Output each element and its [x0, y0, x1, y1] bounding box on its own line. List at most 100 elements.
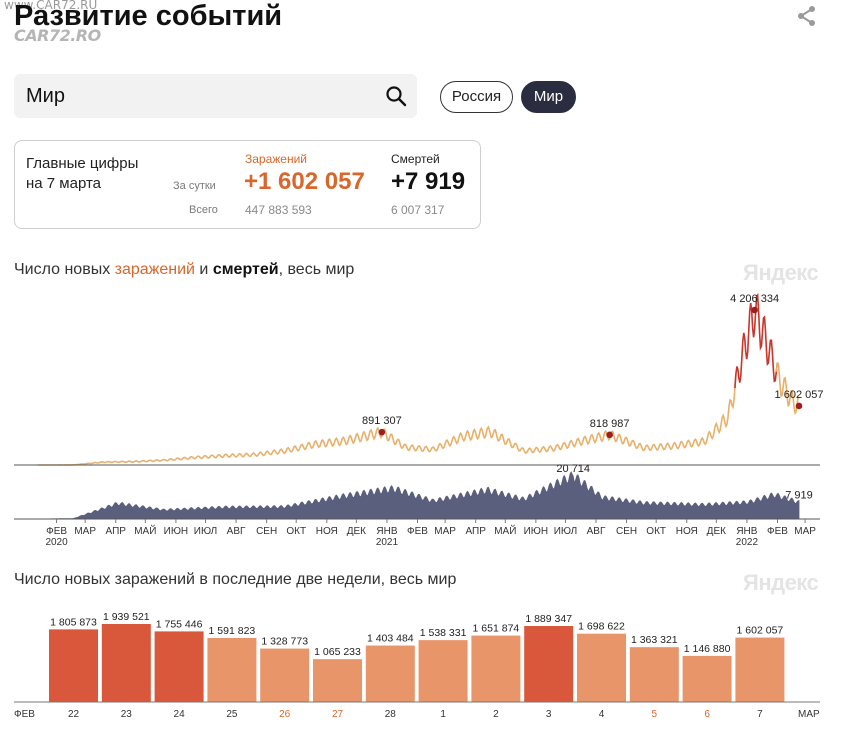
cases-line-series [37, 373, 737, 466]
bar [101, 624, 151, 702]
peak-marker [795, 402, 803, 410]
cases-label: Заражений [245, 152, 308, 166]
x-tick-label: 24 [174, 709, 186, 720]
deaths-total: 6 007 317 [391, 203, 445, 217]
x-tick-label: ИЮЛ [194, 526, 217, 537]
x-tick-label: ФЕВ [407, 526, 428, 537]
month-label: МАР [798, 709, 820, 720]
bar [49, 629, 98, 702]
x-tick-label: ДЕК [707, 526, 726, 537]
x-tick-label: 27 [332, 709, 344, 720]
x-tick-label: ОКТ [646, 526, 666, 537]
bar-value-label: 1 651 874 [473, 623, 520, 635]
x-tick-label: 25 [226, 709, 238, 720]
data-label: 4 206 334 [730, 293, 779, 305]
x-tick-label: 5 [652, 709, 658, 720]
bar [207, 637, 257, 702]
bar [154, 631, 204, 702]
x-tick-label: 22 [68, 709, 80, 720]
peak-marker [606, 431, 613, 439]
x-tick-label: МАР [794, 526, 816, 537]
bar-value-label: 1 755 446 [156, 618, 203, 630]
key-figures-title: Главные цифры [26, 155, 139, 172]
x-tick-label: 26 [279, 709, 291, 720]
bar [682, 655, 732, 702]
bar-value-label: 1 591 823 [209, 625, 256, 637]
bar [471, 635, 521, 702]
bar [524, 626, 574, 702]
chart1-title-cases: заражений [114, 261, 195, 278]
x-tick-label: 7 [757, 709, 763, 720]
bar-value-label: 1 363 321 [631, 634, 678, 646]
x-tick-label: АВГ [227, 526, 246, 537]
x-tick-label: ФЕВ [767, 526, 788, 537]
bar-value-label: 1 698 622 [578, 621, 625, 633]
bar-value-label: 1 805 873 [50, 616, 97, 628]
peak-marker [378, 428, 386, 436]
x-tick-label: ОКТ [286, 526, 306, 537]
total-label: Всего [189, 204, 218, 216]
x-tick-label: АПР [106, 526, 127, 537]
bar [418, 640, 468, 702]
chart1-title-deaths: смертей [212, 261, 279, 278]
data-label: 20 714 [556, 463, 590, 475]
x-tick-label: НОЯ [316, 526, 338, 537]
page-title: Развитие событий [14, 0, 283, 32]
x-tick-label: ИЮН [524, 526, 549, 537]
bar-value-label: 1 889 347 [525, 613, 572, 625]
deaths-per-day: +7 919 [391, 168, 466, 195]
x-tick-label: МАЙ [494, 524, 516, 537]
bar-value-label: 1 939 521 [103, 611, 150, 623]
key-figures-card: Главные цифры на 7 марта За сутки Всего … [14, 140, 481, 229]
deaths-label: Смертей [391, 152, 440, 166]
watermark-url: www.CAR72.RU [4, 0, 98, 12]
chart1-title: Число новых заражений и смертей, весь ми… [14, 261, 354, 279]
key-figures-date: на 7 марта [26, 175, 102, 192]
chart1-title-part: Число новых [14, 261, 115, 278]
x-year-label: 2020 [45, 537, 68, 548]
data-label: 891 307 [362, 415, 402, 427]
bar-value-label: 1 146 880 [684, 643, 731, 655]
x-tick-label: 23 [121, 709, 133, 720]
x-tick-label: МАР [74, 526, 96, 537]
cases-line-series [775, 361, 800, 416]
data-label: 1 602 057 [775, 389, 824, 401]
chart2-brand: Яндекс [743, 570, 819, 595]
data-label: 7 919 [785, 490, 813, 502]
bar [313, 659, 362, 702]
data-label: 818 987 [590, 418, 630, 430]
x-tick-label: ЯНВ [376, 526, 397, 537]
x-tick-label: 1 [440, 709, 446, 720]
bar [365, 645, 415, 702]
toggle-world-button[interactable]: Мир [521, 81, 576, 113]
x-tick-label: ДЕК [347, 526, 366, 537]
x-year-label: 2021 [376, 537, 399, 548]
search-icon[interactable] [385, 85, 407, 107]
search-field[interactable]: Мир [14, 74, 417, 118]
chart2-title: Число новых заражений в последние две не… [14, 571, 457, 588]
bar-value-label: 1 602 057 [737, 625, 784, 637]
month-label: ФЕВ [14, 709, 35, 720]
x-tick-label: СЕН [256, 526, 277, 537]
watermark-logo: CAR72.RO [14, 26, 101, 45]
search-input[interactable]: Мир [26, 85, 65, 107]
x-year-label: 2022 [736, 537, 759, 548]
chart1-title-part: , весь мир [278, 261, 355, 278]
x-tick-label: МАЙ [134, 524, 156, 537]
x-tick-label: ИЮН [164, 526, 189, 537]
x-tick-label: 4 [599, 709, 605, 720]
bar-value-label: 1 328 773 [261, 636, 308, 648]
toggle-russia-button[interactable]: Россия [440, 81, 513, 113]
bar [260, 648, 310, 702]
two-week-bar-chart: 1 805 873 22 1 939 521 23 1 755 446 24 1 591 8… [14, 611, 820, 720]
share-icon[interactable] [796, 5, 818, 27]
x-tick-label: АПР [465, 526, 486, 537]
x-tick-label: 3 [546, 709, 552, 720]
bar [577, 633, 626, 702]
x-tick-label: 6 [704, 709, 710, 720]
deaths-area-series [37, 471, 800, 520]
x-tick-label: СЕН [616, 526, 637, 537]
cases-deaths-chart: 891 307 818 987 4 206 334 1 602 057 20 714 7 … [14, 292, 824, 548]
cases-per-day: +1 602 057 [244, 168, 365, 195]
bar [735, 637, 785, 702]
